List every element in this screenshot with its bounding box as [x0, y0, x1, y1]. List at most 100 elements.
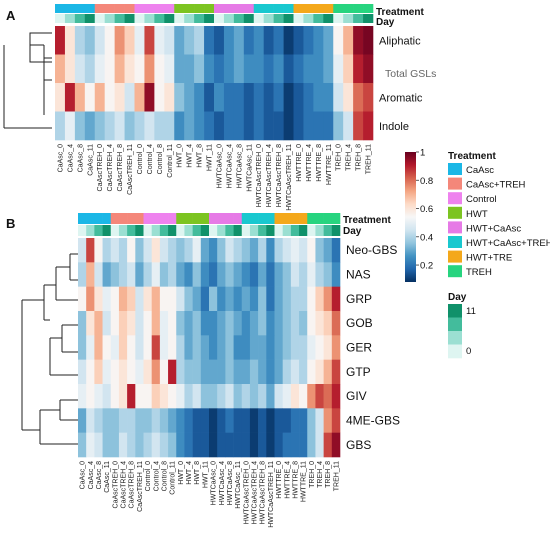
treatment-annotation-cell — [159, 213, 169, 224]
annotation-title-treatment-b: Treatment — [343, 215, 391, 226]
column-label: HWTTRE_11 — [301, 461, 308, 502]
day-annotation-cell — [323, 14, 334, 23]
column-label: HWT_8 — [197, 144, 204, 168]
heatmap-cell — [192, 359, 202, 385]
heatmap-cell — [303, 54, 314, 84]
heatmap-cell — [266, 286, 275, 312]
column-label: CaAsc_8 — [96, 461, 103, 490]
heatmap-cell — [104, 111, 115, 141]
colorbar: 0.2 0.4 0.6 0.8 1 — [405, 148, 433, 282]
day-annotation-cell — [333, 14, 344, 23]
heatmap-cell — [110, 311, 120, 336]
day-annotation-cell — [313, 14, 324, 23]
heatmap-cell — [217, 408, 226, 433]
treatment-annotation-cell — [323, 213, 333, 224]
heatmap-cell — [241, 311, 251, 336]
day-annotation-cell — [127, 225, 136, 236]
legend-label: HWT+CaAsc — [466, 223, 521, 234]
heatmap-cell — [78, 262, 87, 287]
column-label: HWTTRE_11 — [326, 144, 333, 185]
heatmap-cell — [313, 111, 324, 141]
heatmap-cell — [94, 83, 105, 112]
heatmap-cell — [118, 311, 128, 336]
heatmap-cell — [84, 26, 96, 55]
heatmap-cell — [118, 238, 128, 263]
heatmap-cell — [315, 286, 324, 312]
treatment-annotation-cell — [74, 4, 86, 13]
heatmap-cell — [151, 408, 161, 433]
heatmap-cell — [86, 384, 95, 409]
column-labels-a: CaAsc_0 CaAsc_4 CaAsc_8 CaAsc_11 CaAscTREH_0… — [57, 144, 372, 211]
day-annotation-cell — [249, 225, 259, 236]
heatmap-cell — [102, 432, 112, 458]
heatmap-cell — [102, 359, 112, 385]
heatmap-cell — [333, 54, 344, 84]
heatmap-cell — [84, 83, 96, 112]
treatment-annotation-cell — [233, 213, 243, 224]
day-annotation-cell — [94, 225, 103, 236]
treatment-annotation-cell — [266, 213, 275, 224]
heatmap-cell — [104, 54, 115, 84]
heatmap-cell — [143, 432, 152, 458]
heatmap-cell — [241, 286, 251, 312]
heatmap-cell — [249, 238, 259, 263]
column-label: TREH_11 — [366, 144, 373, 174]
heatmap-cell — [86, 311, 95, 336]
day-annotation-cell — [293, 14, 304, 23]
heatmap-cell — [290, 286, 300, 312]
heatmap-cell — [299, 311, 308, 336]
heatmap-cell — [94, 262, 103, 287]
heatmap-cell — [86, 408, 95, 433]
heatmap-cell — [363, 83, 374, 112]
heatmap-cell — [290, 335, 300, 360]
column-label: HWTCaAsc_8 — [236, 144, 243, 188]
heatmap-cell — [225, 432, 234, 458]
heatmap-cell — [78, 408, 87, 433]
treatment-annotation-cell — [184, 213, 193, 224]
heatmap-cell — [159, 335, 169, 360]
heatmap-cell — [110, 238, 120, 263]
day-annotation-cell — [241, 225, 251, 236]
heatmap-cell — [225, 359, 234, 385]
treatment-annotation-cell — [127, 213, 136, 224]
heatmap-cell — [249, 359, 259, 385]
column-label: CaAsc_11 — [87, 144, 94, 176]
day-scale-segment — [448, 317, 462, 332]
day-annotation-cell — [86, 225, 95, 236]
heatmap-cell — [135, 408, 144, 433]
heatmap-cell — [209, 359, 218, 385]
column-label: Control_4 — [147, 144, 154, 174]
column-label: HWTCaAscTREH_11 — [268, 461, 275, 528]
heatmap-cell — [241, 359, 251, 385]
heatmap-cell — [299, 432, 308, 458]
heatmap-cell — [307, 262, 316, 287]
annotation-title-day-a: Day — [376, 17, 395, 28]
heatmap-cell — [331, 408, 341, 433]
heatmap-cell — [192, 432, 202, 458]
legend-day-title: Day — [448, 292, 467, 303]
column-label: CaAscTREH_4 — [107, 144, 114, 192]
treatment-annotation-cell — [84, 4, 96, 13]
row-label: GTP — [346, 365, 371, 379]
heatmap-cell — [293, 83, 304, 112]
heatmap-cell — [159, 384, 169, 409]
row-label: Aromatic — [379, 92, 423, 104]
heatmap-cell — [274, 311, 283, 336]
treatment-annotation-cell — [135, 213, 144, 224]
heatmap-cell — [127, 335, 136, 360]
heatmap-cell — [363, 26, 374, 55]
heatmap-cell — [258, 359, 267, 385]
heatmap-cell — [217, 311, 226, 336]
heatmap-cell — [249, 286, 259, 312]
heatmap-cell — [223, 111, 235, 141]
heatmap-cell — [86, 286, 95, 312]
heatmap-cell — [176, 384, 185, 409]
heatmap-cell — [144, 111, 155, 141]
heatmap-cell — [233, 335, 243, 360]
heatmap-cell — [266, 359, 275, 385]
heatmap-cell — [192, 238, 202, 263]
column-label: HWTCaAscTREH_8 — [276, 144, 283, 208]
column-label: TREH_4 — [317, 461, 324, 488]
heatmap-cell — [174, 54, 185, 84]
